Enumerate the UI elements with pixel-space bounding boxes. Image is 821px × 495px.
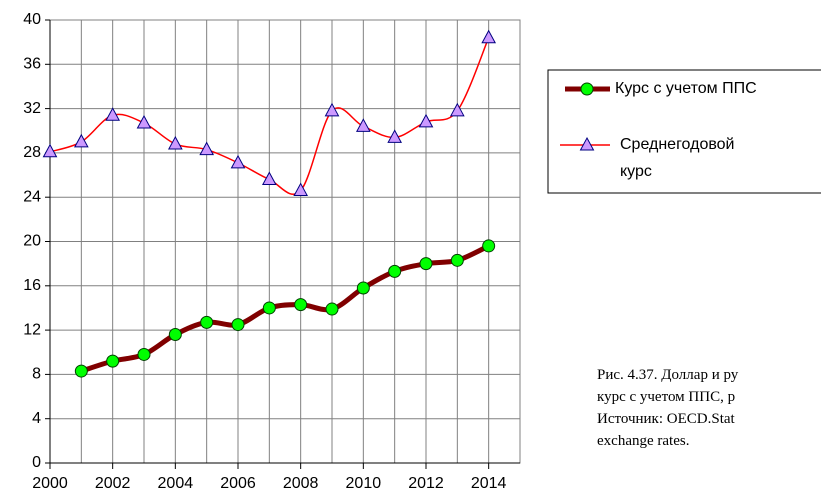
- x-tick-label: 2014: [471, 475, 507, 492]
- x-tick-label: 2012: [408, 475, 444, 492]
- marker: [261, 171, 277, 185]
- marker: [137, 347, 151, 361]
- y-tick-label: 32: [23, 100, 41, 117]
- marker: [200, 315, 214, 329]
- marker: [73, 133, 89, 148]
- y-tick-label: 40: [23, 11, 41, 28]
- marker: [74, 364, 88, 378]
- marker: [168, 328, 182, 342]
- marker: [450, 253, 464, 267]
- x-tick-label: 2004: [158, 475, 194, 492]
- legend-label: Среднегодовой курс: [620, 136, 735, 180]
- x-tick-label: 2008: [283, 475, 319, 492]
- y-tick-label: 8: [32, 366, 41, 383]
- y-tick-label: 24: [23, 188, 41, 205]
- marker: [387, 129, 403, 143]
- y-tick-label: 20: [23, 233, 41, 250]
- marker: [419, 257, 433, 271]
- marker: [231, 318, 245, 332]
- marker: [293, 182, 309, 197]
- y-tick-label: 36: [23, 56, 41, 73]
- marker: [294, 298, 308, 312]
- x-tick-label: 2006: [220, 475, 256, 492]
- y-tick-label: 12: [23, 321, 41, 338]
- x-tick-label: 2000: [32, 475, 68, 492]
- caption-line: Источник: OECD.Stat: [597, 411, 735, 427]
- marker: [482, 239, 496, 253]
- marker: [355, 118, 371, 132]
- marker: [105, 107, 121, 121]
- marker: [388, 264, 402, 278]
- legend-marker: [579, 136, 595, 151]
- marker: [199, 141, 215, 156]
- y-tick-label: 16: [23, 277, 41, 294]
- y-tick-label: 0: [32, 454, 41, 471]
- marker: [230, 154, 246, 169]
- legend-label: Курс с учетом ППС: [615, 80, 757, 97]
- marker: [42, 143, 58, 158]
- marker: [481, 29, 497, 44]
- marker: [449, 102, 465, 117]
- marker: [167, 135, 183, 150]
- marker: [325, 302, 339, 316]
- marker: [106, 354, 120, 368]
- y-tick-label: 4: [32, 410, 41, 427]
- caption-line: курс с учетом ППС, р: [597, 389, 736, 405]
- caption-line: exchange rates.: [597, 433, 690, 449]
- x-tick-label: 2010: [346, 475, 382, 492]
- caption-line: Рис. 4.37. Доллар и ру: [597, 367, 739, 383]
- x-tick-label: 2002: [95, 475, 131, 492]
- marker: [418, 113, 434, 128]
- marker: [262, 301, 276, 315]
- legend-marker: [580, 82, 594, 96]
- marker: [324, 102, 340, 117]
- marker: [356, 281, 370, 295]
- marker: [136, 114, 152, 129]
- y-tick-label: 28: [23, 144, 41, 161]
